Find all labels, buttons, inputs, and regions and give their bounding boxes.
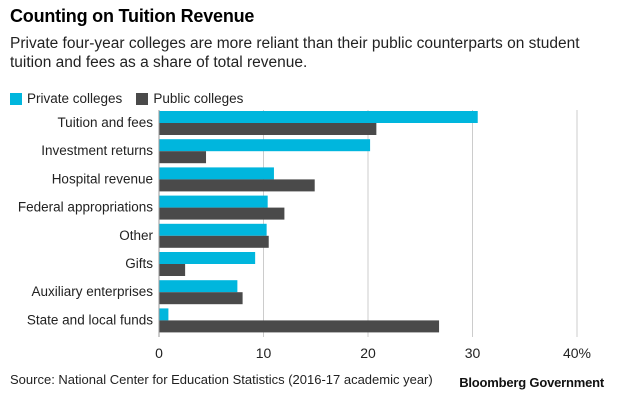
x-tick-label: 0 — [155, 345, 163, 361]
legend: Private colleges Public colleges — [10, 91, 257, 106]
bar-private — [159, 139, 371, 152]
source-note: Source: National Center for Education St… — [10, 372, 433, 387]
brand-logo: Bloomberg Government — [459, 375, 604, 390]
bar-private — [159, 252, 256, 264]
category-label: Auxiliary enterprises — [31, 284, 153, 299]
bar-public — [159, 235, 269, 248]
bar-private — [159, 111, 478, 123]
category-label: Tuition and fees — [57, 115, 153, 130]
x-tick-label: 30 — [465, 345, 481, 361]
bar-private — [159, 195, 268, 208]
bar-public — [159, 292, 243, 305]
x-tick-label: 40% — [563, 345, 591, 361]
bar-public — [159, 123, 377, 135]
legend-swatch-public — [136, 92, 149, 105]
bar-private — [159, 223, 267, 236]
legend-item-private: Private colleges — [10, 91, 122, 106]
bar-public — [159, 151, 207, 164]
x-tick-label: 10 — [256, 345, 272, 361]
bar-public — [159, 207, 285, 220]
chart-title: Counting on Tuition Revenue — [10, 6, 255, 26]
category-label: Federal appropriations — [18, 200, 153, 215]
category-label: State and local funds — [27, 312, 153, 327]
bar-public — [159, 264, 186, 276]
legend-label-private: Private colleges — [27, 91, 123, 106]
category-label: Other — [119, 228, 153, 243]
legend-swatch-private — [10, 92, 22, 105]
legend-item-public: Public colleges — [136, 91, 243, 106]
bar-private — [159, 167, 274, 180]
bar-public — [159, 320, 440, 333]
chart-subtitle: Private four-year colleges are more reli… — [10, 35, 580, 71]
legend-label-public: Public colleges — [153, 91, 244, 106]
bar-public — [159, 179, 315, 192]
bar-private — [159, 280, 238, 293]
x-tick-label: 20 — [360, 345, 376, 361]
category-label: Gifts — [125, 256, 153, 271]
bar-private — [159, 308, 169, 321]
category-label: Hospital revenue — [52, 171, 153, 186]
category-label: Investment returns — [41, 143, 153, 158]
